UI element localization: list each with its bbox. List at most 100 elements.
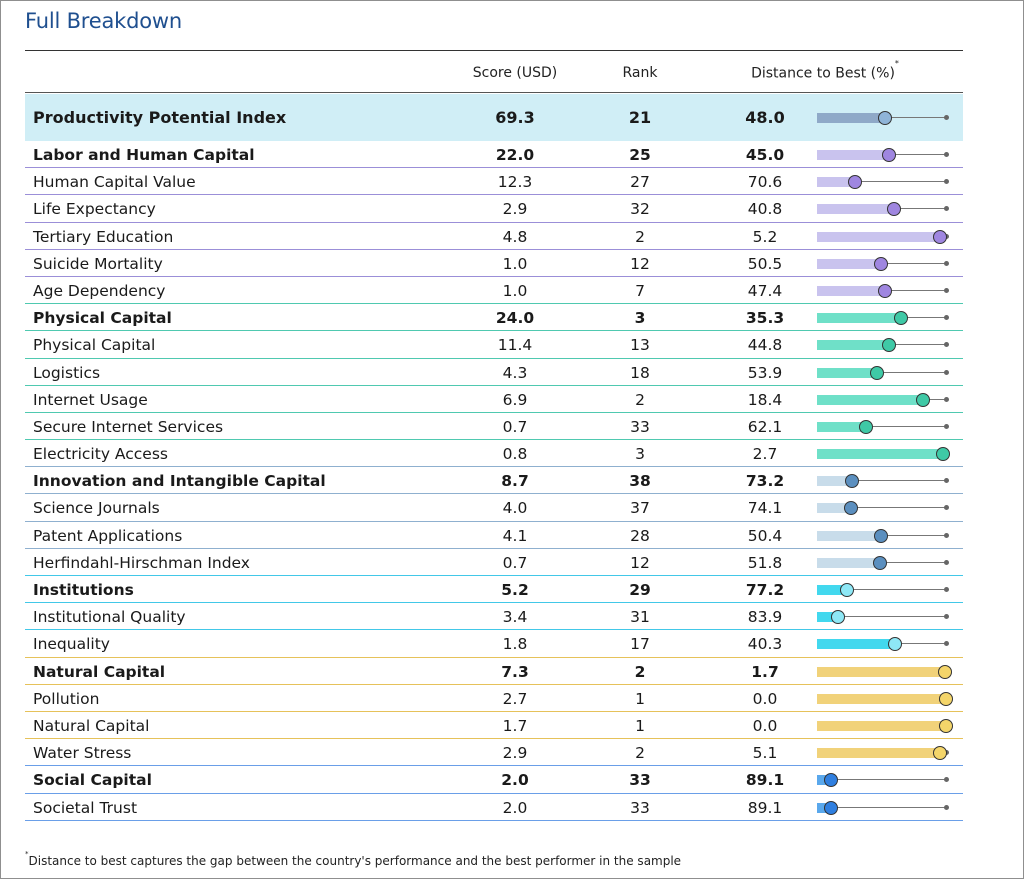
row-distance: 1.7 <box>751 662 779 681</box>
distance-bar <box>817 691 953 706</box>
row-label: Age Dependency <box>33 281 166 300</box>
distance-bar-track <box>837 616 947 618</box>
score-marker <box>843 501 858 516</box>
score-marker <box>872 555 887 570</box>
category-row: Physical Capital 24.0 3 35.3 <box>25 304 963 332</box>
row-score: 0.7 <box>502 417 528 436</box>
best-marker <box>944 152 949 157</box>
row-score: 3.4 <box>502 608 528 627</box>
distance-bar <box>817 501 949 516</box>
distance-bar-track <box>831 806 947 808</box>
table-row: Tertiary Education 4.8 2 5.2 <box>25 223 963 250</box>
distance-bar <box>817 447 951 462</box>
row-score: 1.7 <box>502 716 528 735</box>
row-label: Patent Applications <box>33 526 183 545</box>
distance-bar-fill <box>817 693 947 704</box>
row-rank: 33 <box>629 771 651 790</box>
table-row: Life Expectancy 2.9 32 40.8 <box>25 195 963 223</box>
row-score: 2.9 <box>502 744 528 763</box>
score-marker <box>916 392 931 407</box>
row-distance: 40.3 <box>747 635 783 654</box>
row-distance: 62.1 <box>747 417 783 436</box>
row-score: 12.3 <box>497 173 533 192</box>
best-marker <box>944 505 949 511</box>
distance-bar <box>817 610 949 625</box>
row-distance: 51.8 <box>747 553 783 572</box>
row-label: Science Journals <box>33 499 160 518</box>
table-row: Human Capital Value 12.3 27 70.6 <box>25 168 963 196</box>
distance-bar <box>817 528 949 543</box>
row-distance: 47.4 <box>747 281 783 300</box>
row-score: 6.9 <box>502 390 528 409</box>
row-distance: 0.0 <box>752 689 778 708</box>
row-score: 2.7 <box>502 689 528 708</box>
row-score: 4.0 <box>502 499 528 518</box>
score-marker <box>844 474 859 489</box>
score-marker <box>830 610 845 625</box>
table-row: Water Stress 2.9 2 5.1 <box>25 739 963 767</box>
row-label: Social Capital <box>33 771 152 790</box>
row-rank: 27 <box>630 173 650 192</box>
row-label: Internet Usage <box>33 390 148 409</box>
distance-bar-track <box>894 643 947 645</box>
table-row: Age Dependency 1.0 7 47.4 <box>25 277 963 305</box>
row-label: Labor and Human Capital <box>33 146 255 164</box>
category-row: Natural Capital 7.3 2 1.7 <box>25 658 963 685</box>
distance-bar-fill <box>817 177 856 188</box>
row-score: 4.3 <box>502 363 528 382</box>
table-row: Natural Capital 1.7 1 0.0 <box>25 712 963 740</box>
distance-bar-fill <box>817 557 880 568</box>
distance-bar <box>817 637 949 652</box>
distance-bar-track <box>885 289 947 291</box>
distance-bar <box>817 229 949 244</box>
row-distance: 74.1 <box>747 499 783 518</box>
row-rank: 2 <box>635 390 645 409</box>
distance-bar <box>817 800 949 815</box>
row-score: 1.0 <box>502 281 528 300</box>
distance-bar <box>817 583 949 597</box>
best-marker <box>944 206 949 212</box>
table-row: Electricity Access 0.8 3 2.7 <box>25 440 963 468</box>
row-label: Institutions <box>33 581 134 599</box>
row-score: 2.0 <box>501 771 529 790</box>
row-rank: 33 <box>630 417 650 436</box>
row-score: 2.0 <box>502 798 528 817</box>
distance-bar-track <box>884 117 947 118</box>
row-label: Physical Capital <box>33 336 156 355</box>
row-label: Water Stress <box>33 744 132 763</box>
score-marker <box>936 447 951 462</box>
distance-bar-fill <box>817 585 847 595</box>
row-distance: 50.4 <box>747 526 783 545</box>
row-rank: 2 <box>634 662 646 681</box>
score-marker <box>869 365 884 380</box>
score-marker <box>937 664 952 679</box>
distance-bar-fill <box>817 367 877 378</box>
row-rank: 3 <box>634 309 646 328</box>
row-rank: 13 <box>630 336 650 355</box>
distance-bar-fill <box>817 720 947 731</box>
score-marker <box>824 773 839 788</box>
distance-bar <box>817 773 949 788</box>
row-distance: 35.3 <box>745 309 785 328</box>
score-marker <box>848 175 863 190</box>
table-row: Patent Applications 4.1 28 50.4 <box>25 522 963 549</box>
distance-bar-fill <box>817 285 886 296</box>
distance-bar <box>817 419 949 434</box>
score-marker <box>881 148 896 162</box>
table-row: Societal Trust 2.0 33 89.1 <box>25 794 963 821</box>
row-rank: 3 <box>635 445 645 464</box>
score-marker <box>878 283 893 298</box>
row-distance: 18.4 <box>747 390 783 409</box>
breakdown-table: Score (USD) Rank Distance to Best (%)* P… <box>25 50 963 821</box>
score-marker <box>839 583 854 597</box>
row-score: 11.4 <box>497 336 533 355</box>
row-label: Inequality <box>33 635 110 654</box>
distance-bar-track <box>888 344 947 346</box>
score-marker <box>881 338 896 353</box>
row-rank: 33 <box>630 798 650 817</box>
distance-bar-fill <box>817 204 894 215</box>
row-label: Natural Capital <box>33 662 166 681</box>
distance-bar-track <box>901 317 947 319</box>
row-score: 69.3 <box>495 108 535 127</box>
row-score: 24.0 <box>495 309 535 328</box>
